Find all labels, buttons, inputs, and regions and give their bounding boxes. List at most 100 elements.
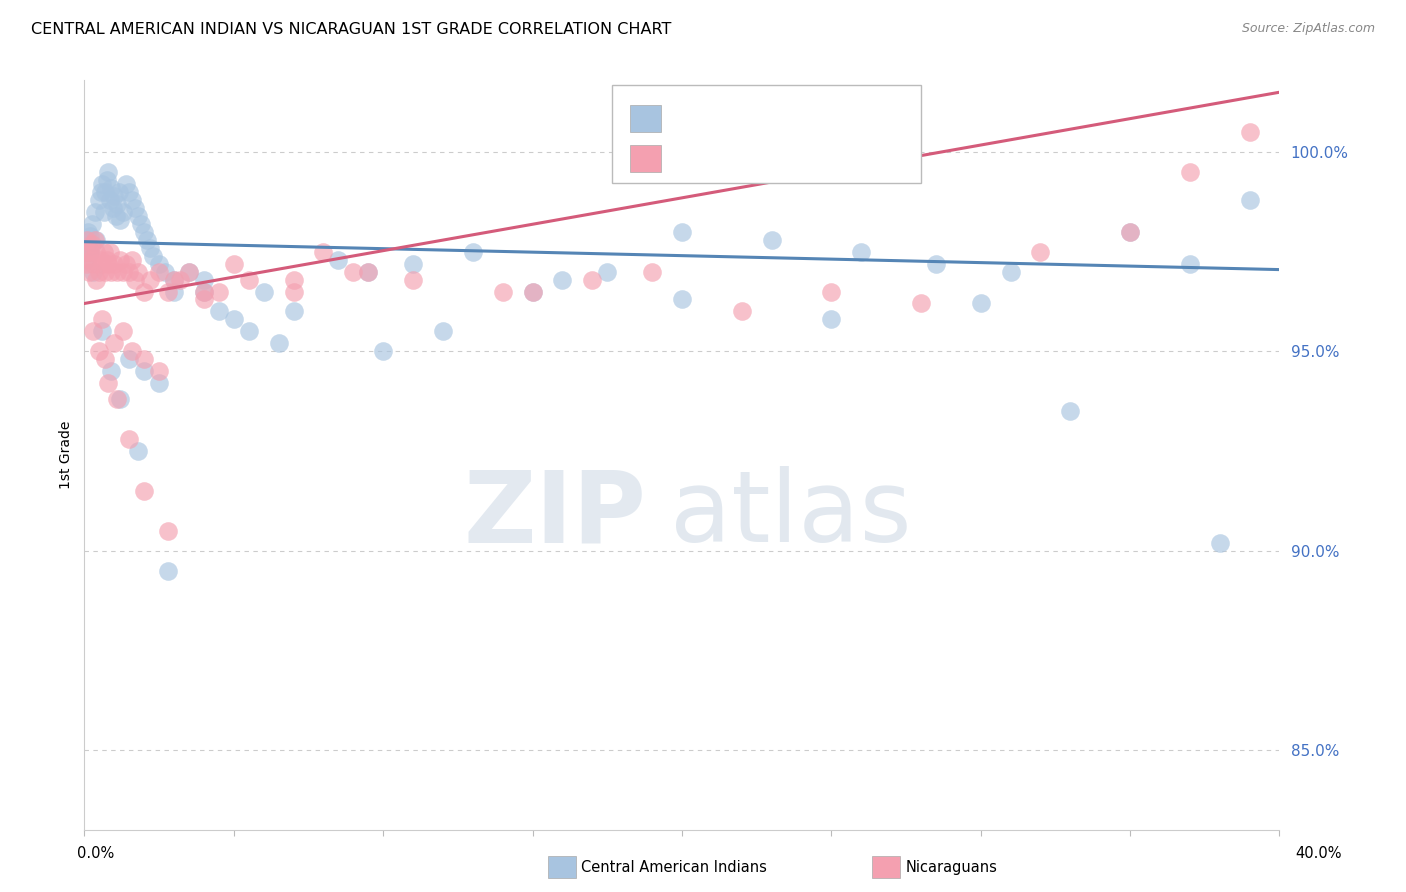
Point — [103, 336, 125, 351]
Point — [79, 244, 101, 259]
Point — [641, 264, 664, 278]
Point — [101, 201, 124, 215]
Point — [820, 285, 842, 299]
Point — [118, 264, 141, 278]
Point — [148, 376, 170, 391]
Text: Nicaraguans: Nicaraguans — [905, 860, 997, 874]
Point — [129, 217, 152, 231]
Point — [193, 285, 215, 299]
Point — [177, 264, 200, 278]
Point — [80, 217, 103, 231]
Point — [115, 257, 138, 271]
Point — [98, 244, 121, 259]
Point — [157, 524, 180, 538]
Point — [110, 392, 132, 406]
Point — [163, 272, 186, 286]
Point — [110, 212, 132, 227]
Text: 40.0%: 40.0% — [1295, 847, 1343, 861]
Point — [76, 233, 98, 247]
Point — [118, 185, 141, 199]
Point — [1029, 244, 1052, 259]
Text: 0.0%: 0.0% — [77, 847, 114, 861]
Point — [492, 285, 515, 299]
Point — [97, 376, 120, 391]
Point — [83, 204, 105, 219]
Point — [522, 285, 544, 299]
Point — [177, 264, 200, 278]
Point — [253, 285, 276, 299]
Text: atlas: atlas — [671, 467, 911, 564]
Point — [100, 264, 122, 278]
Point — [132, 364, 156, 378]
Point — [136, 233, 159, 247]
Point — [94, 352, 117, 367]
Point — [91, 257, 114, 271]
Point — [124, 201, 146, 215]
Point — [100, 364, 122, 378]
Point — [169, 272, 191, 286]
Point — [97, 257, 120, 271]
Point — [153, 264, 176, 278]
Point — [208, 285, 231, 299]
Point — [851, 244, 873, 259]
Point — [132, 352, 156, 367]
Point — [86, 233, 108, 247]
Point — [83, 233, 105, 247]
Point — [110, 252, 132, 267]
Point — [90, 185, 112, 199]
Y-axis label: 1st Grade: 1st Grade — [59, 421, 73, 489]
Point — [112, 324, 135, 338]
Point — [105, 197, 128, 211]
Point — [90, 252, 112, 267]
Point — [193, 272, 215, 286]
Point — [731, 304, 754, 318]
Point — [93, 204, 115, 219]
Text: Source: ZipAtlas.com: Source: ZipAtlas.com — [1241, 22, 1375, 36]
Point — [132, 483, 156, 498]
Point — [139, 272, 162, 286]
Point — [970, 296, 993, 310]
Point — [127, 264, 149, 278]
Point — [124, 272, 146, 286]
Point — [1059, 404, 1081, 418]
Point — [97, 165, 120, 179]
Point — [925, 257, 948, 271]
Point — [93, 244, 115, 259]
Point — [157, 285, 180, 299]
Point — [432, 324, 454, 338]
Point — [1239, 125, 1261, 139]
Point — [283, 285, 305, 299]
Point — [118, 352, 141, 367]
Point — [1119, 225, 1142, 239]
Point — [77, 241, 100, 255]
Point — [193, 293, 215, 307]
Point — [1178, 165, 1201, 179]
Point — [148, 257, 170, 271]
Point — [820, 312, 842, 326]
Point — [76, 257, 98, 271]
Point — [76, 244, 98, 259]
Point — [82, 264, 104, 278]
Point — [82, 324, 104, 338]
Point — [581, 272, 603, 286]
Point — [77, 225, 100, 239]
Point — [79, 244, 101, 259]
Point — [312, 244, 335, 259]
Point — [142, 249, 165, 263]
Text: R = -0.030   N = 79: R = -0.030 N = 79 — [669, 110, 876, 128]
Point — [80, 236, 103, 251]
Point — [112, 204, 135, 219]
Point — [163, 285, 186, 299]
Point — [118, 432, 141, 446]
Point — [671, 225, 693, 239]
Point — [193, 285, 215, 299]
Text: ZIP: ZIP — [463, 467, 647, 564]
Point — [373, 344, 395, 359]
Point — [86, 244, 108, 259]
Point — [148, 364, 170, 378]
Point — [103, 257, 125, 271]
Point — [1178, 257, 1201, 271]
Point — [75, 244, 97, 259]
Point — [671, 293, 693, 307]
Point — [522, 285, 544, 299]
